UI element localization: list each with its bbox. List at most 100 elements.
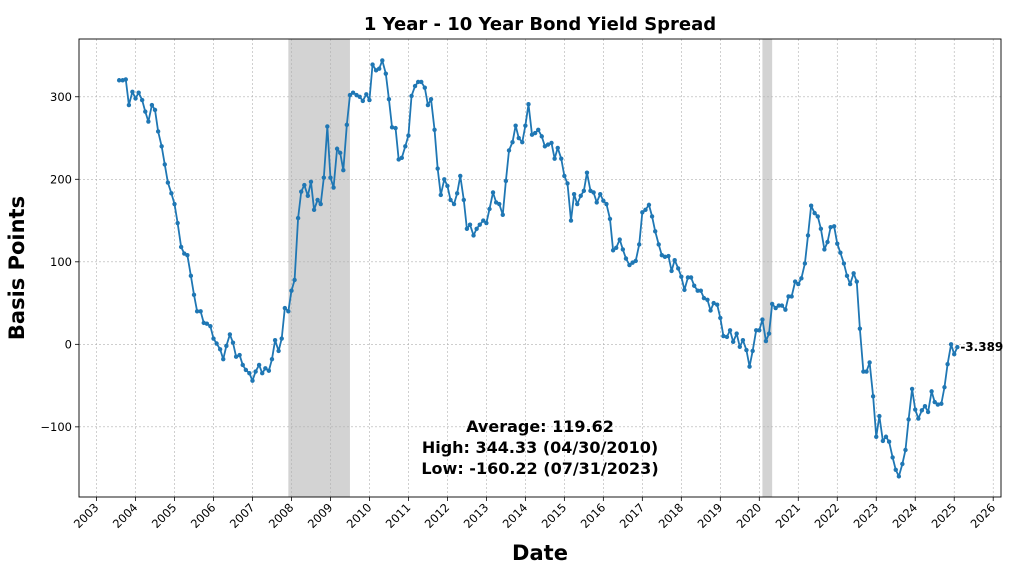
data-point [568, 218, 574, 223]
data-point [383, 71, 389, 76]
data-point [227, 332, 233, 337]
data-point [948, 342, 954, 347]
data-point [919, 408, 925, 413]
data-point [922, 404, 928, 409]
y-tick-label: 0 [65, 337, 72, 351]
data-point [643, 207, 648, 213]
data-point [116, 78, 122, 83]
data-point [640, 210, 645, 215]
recession-band [288, 39, 350, 497]
data-point [520, 139, 525, 145]
data-point [474, 226, 479, 232]
data-point [890, 455, 895, 460]
stats-low: Low: -160.22 (07/31/2023) [421, 459, 658, 478]
data-point [464, 226, 470, 232]
data-point [539, 134, 544, 139]
data-point [217, 347, 223, 352]
data-point [571, 191, 577, 197]
data-point [328, 175, 333, 180]
data-point [523, 123, 528, 128]
data-point [188, 273, 194, 279]
data-point [490, 190, 496, 195]
data-point [272, 338, 278, 343]
data-point [308, 179, 314, 184]
data-point [143, 109, 148, 114]
recession-band [762, 39, 773, 497]
x-tick-label: 2005 [149, 500, 180, 531]
data-point [403, 144, 408, 149]
data-point [591, 190, 596, 195]
data-point [864, 369, 869, 374]
data-point [263, 366, 268, 371]
data-point [243, 367, 249, 373]
recession-bands [288, 39, 773, 497]
y-axis-label: Basis Points [5, 196, 29, 340]
data-point [399, 155, 404, 161]
y-tick-label: −100 [40, 420, 72, 434]
data-point [149, 102, 155, 108]
data-point [880, 438, 886, 444]
data-point [318, 201, 323, 207]
data-point [393, 125, 398, 131]
data-point [656, 242, 661, 247]
y-tick-label: 200 [50, 172, 72, 186]
data-point [532, 130, 538, 136]
stats-average: Average: 119.62 [466, 417, 614, 436]
data-point [454, 191, 460, 196]
data-point [861, 369, 866, 374]
data-point [139, 97, 145, 103]
data-point [302, 182, 307, 188]
data-point [331, 185, 336, 190]
data-point [506, 148, 512, 153]
data-point [208, 323, 213, 329]
data-point [854, 279, 859, 284]
data-point [929, 389, 934, 394]
data-point [812, 210, 817, 216]
data-point [870, 394, 876, 399]
data-point [769, 301, 775, 307]
data-point [744, 347, 749, 353]
data-point [386, 97, 392, 102]
data-point [679, 274, 684, 279]
data-point [240, 362, 245, 368]
x-tick-label: 2004 [110, 500, 141, 531]
data-point [334, 146, 340, 151]
data-point [847, 281, 853, 287]
data-point [796, 281, 801, 287]
data-point [155, 129, 161, 134]
data-point [233, 354, 239, 359]
data-point [799, 276, 804, 281]
data-point [360, 98, 366, 104]
data-point [292, 277, 297, 283]
data-point [545, 142, 551, 147]
data-point [289, 288, 294, 293]
data-point [942, 385, 947, 390]
data-point [357, 94, 362, 99]
data-point [916, 416, 921, 421]
data-point [487, 206, 492, 212]
data-point [666, 253, 671, 259]
data-point [562, 173, 567, 179]
data-point [620, 247, 626, 252]
data-point [581, 188, 587, 194]
data-point [825, 239, 830, 245]
data-point [175, 220, 180, 226]
data-point [598, 191, 603, 197]
data-point [867, 360, 872, 365]
data-point [584, 170, 590, 175]
data-point [211, 336, 216, 341]
data-point [727, 328, 733, 333]
data-point [698, 288, 704, 293]
data-point [516, 135, 521, 141]
data-point [737, 344, 742, 350]
data-point [623, 256, 629, 261]
data-point [510, 139, 515, 145]
data-point [159, 144, 164, 149]
chart-title: 1 Year - 10 Year Bond Yield Spread [364, 14, 716, 35]
data-point [224, 343, 229, 349]
data-point [614, 245, 619, 250]
data-point [818, 226, 824, 232]
data-point [256, 362, 262, 368]
data-point [536, 127, 541, 132]
data-point [627, 262, 632, 268]
